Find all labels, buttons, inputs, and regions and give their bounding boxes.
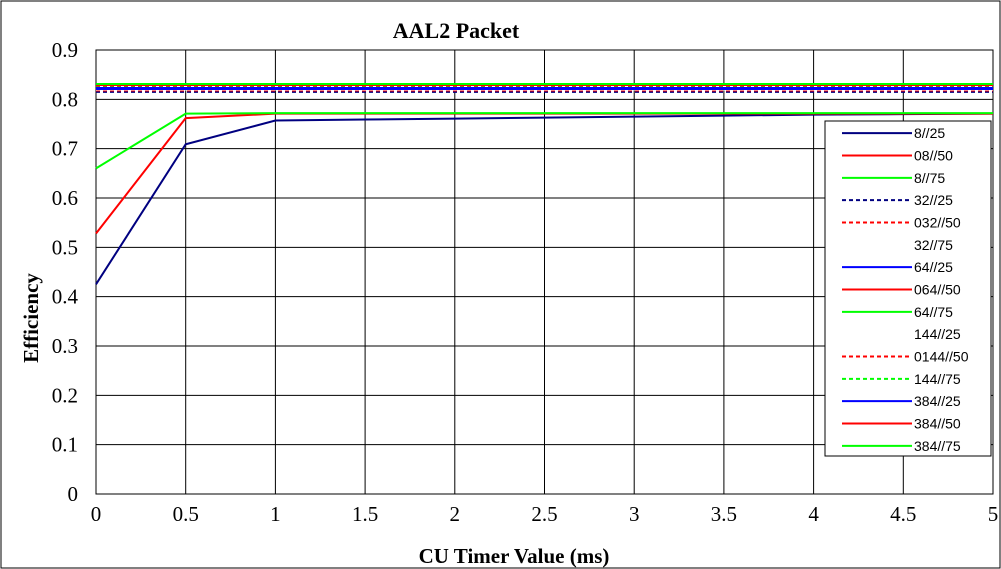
chart-title: AAL2 Packet: [393, 18, 520, 43]
y-tick-label: 0.4: [52, 285, 79, 309]
legend-label: 64//25: [914, 259, 953, 275]
series-layer: [95, 83, 994, 285]
x-tick-label: 5: [988, 502, 999, 526]
legend-label: 64//75: [914, 304, 953, 320]
legend-label: 8//75: [914, 170, 945, 186]
legend-label: 064//50: [914, 282, 961, 298]
y-tick-label: 0.8: [52, 87, 78, 111]
legend-label: 0144//50: [914, 349, 969, 365]
legend-label: 384//25: [914, 393, 961, 409]
legend-label: 384//50: [914, 416, 961, 432]
x-tick-label: 3.5: [711, 502, 737, 526]
legend-label: 144//25: [914, 326, 961, 342]
y-tick-label: 0.7: [52, 137, 78, 161]
legend: 8//25 08//50 8//75 32//25 032//50 32//75 64//2…: [824, 120, 992, 457]
x-tick-label: 1: [270, 502, 281, 526]
y-tick-label: 0.2: [52, 383, 78, 407]
y-tick-label: 0.9: [52, 38, 78, 62]
tick-labels: 0 0.5 1 1.5 2 2.5 3 3.5 4 4.5 5 0 0.1 0.2 0.3 0.4 0.5 0.6…: [52, 38, 999, 526]
y-axis-title: Efficiency: [19, 273, 43, 363]
legend-label: 032//50: [914, 215, 961, 231]
y-tick-label: 0.3: [52, 334, 78, 358]
x-tick-label: 4: [808, 502, 819, 526]
y-tick-label: 0.1: [52, 433, 78, 457]
legend-label: 32//75: [914, 237, 953, 253]
y-tick-label: 0.5: [52, 235, 78, 259]
legend-label: 32//25: [914, 192, 953, 208]
series-line: [95, 112, 993, 170]
plot-area: [95, 49, 994, 495]
legend-label: 384//75: [914, 438, 961, 454]
x-tick-label: 0.5: [173, 502, 199, 526]
legend-label: 144//75: [914, 371, 961, 387]
x-tick-label: 0: [91, 502, 102, 526]
legend-label: 8//25: [914, 125, 945, 141]
x-tick-label: 1.5: [352, 502, 378, 526]
x-tick-label: 2: [450, 502, 461, 526]
x-axis-title: CU Timer Value (ms): [419, 544, 610, 568]
x-tick-label: 3: [629, 502, 640, 526]
legend-label: 08//50: [914, 148, 953, 164]
y-tick-label: 0: [68, 482, 79, 506]
y-tick-label: 0.6: [52, 186, 78, 210]
x-tick-label: 2.5: [531, 502, 557, 526]
x-tick-label: 4.5: [890, 502, 916, 526]
